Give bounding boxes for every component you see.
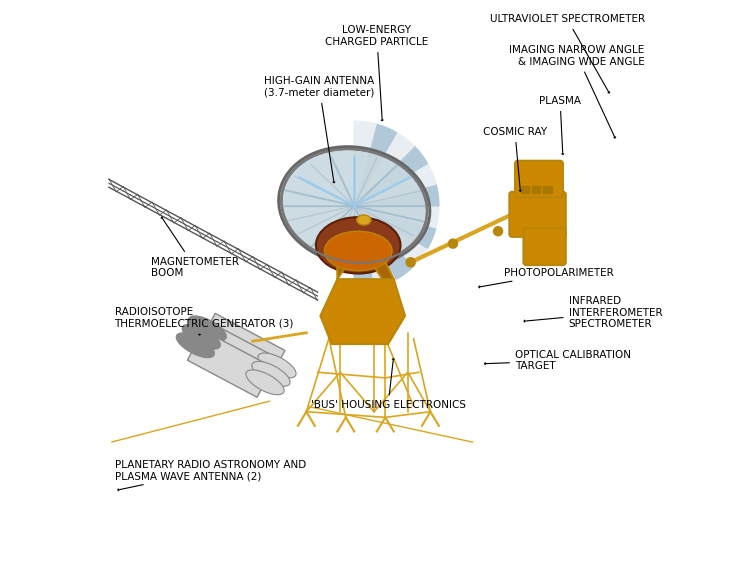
Wedge shape (355, 146, 428, 206)
Bar (532, 186, 540, 193)
Wedge shape (355, 206, 396, 288)
Polygon shape (193, 322, 279, 389)
Wedge shape (355, 133, 414, 206)
Ellipse shape (325, 231, 392, 271)
Polygon shape (199, 314, 285, 380)
Ellipse shape (281, 149, 427, 263)
Polygon shape (337, 254, 393, 279)
Ellipse shape (316, 217, 400, 274)
Text: IMAGING NARROW ANGLE
& IMAGING WIDE ANGLE: IMAGING NARROW ANGLE & IMAGING WIDE ANGL… (509, 45, 645, 138)
Text: RADIOISOTOPE
THERMOELECTRIC GENERATOR (3): RADIOISOTOPE THERMOELECTRIC GENERATOR (3… (114, 307, 294, 335)
Wedge shape (355, 124, 396, 206)
Wedge shape (355, 206, 414, 279)
FancyBboxPatch shape (524, 228, 565, 265)
Text: MAGNETOMETER
BOOM: MAGNETOMETER BOOM (151, 217, 239, 278)
Ellipse shape (177, 333, 215, 358)
Wedge shape (355, 121, 376, 206)
Circle shape (449, 239, 458, 248)
Bar (521, 186, 529, 193)
Text: COSMIC RAY: COSMIC RAY (483, 127, 547, 191)
FancyBboxPatch shape (509, 192, 565, 237)
Circle shape (494, 227, 503, 236)
Ellipse shape (183, 324, 221, 349)
Text: ULTRAVIOLET SPECTROMETER: ULTRAVIOLET SPECTROMETER (490, 14, 645, 93)
Text: PHOTOPOLARIMETER: PHOTOPOLARIMETER (479, 268, 613, 288)
Text: HIGH-GAIN ANTENNA
(3.7-meter diameter): HIGH-GAIN ANTENNA (3.7-meter diameter) (264, 76, 375, 183)
Circle shape (406, 258, 415, 267)
Text: OPTICAL CALIBRATION
TARGET: OPTICAL CALIBRATION TARGET (485, 350, 631, 371)
Wedge shape (355, 206, 436, 248)
Text: PLANETARY RADIO ASTRONOMY AND
PLASMA WAVE ANTENNA (2): PLANETARY RADIO ASTRONOMY AND PLASMA WAV… (114, 460, 306, 491)
Text: INFRARED
INTERFEROMETER
SPECTROMETER: INFRARED INTERFEROMETER SPECTROMETER (524, 296, 662, 329)
Text: PLASMA: PLASMA (539, 96, 581, 155)
Wedge shape (355, 206, 376, 290)
Text: LOW-ENERGY
CHARGED PARTICLE: LOW-ENERGY CHARGED PARTICLE (325, 25, 429, 121)
Ellipse shape (246, 370, 284, 395)
Polygon shape (188, 331, 273, 397)
Text: 'BUS' HOUSING ELECTRONICS: 'BUS' HOUSING ELECTRONICS (310, 359, 465, 411)
Bar (543, 186, 552, 193)
Wedge shape (355, 206, 439, 228)
Polygon shape (320, 279, 405, 344)
Wedge shape (355, 184, 439, 206)
Wedge shape (355, 206, 428, 266)
Ellipse shape (258, 353, 296, 378)
Wedge shape (355, 164, 436, 206)
Ellipse shape (357, 215, 371, 225)
FancyBboxPatch shape (515, 161, 563, 197)
Ellipse shape (188, 316, 227, 341)
Ellipse shape (252, 362, 290, 386)
